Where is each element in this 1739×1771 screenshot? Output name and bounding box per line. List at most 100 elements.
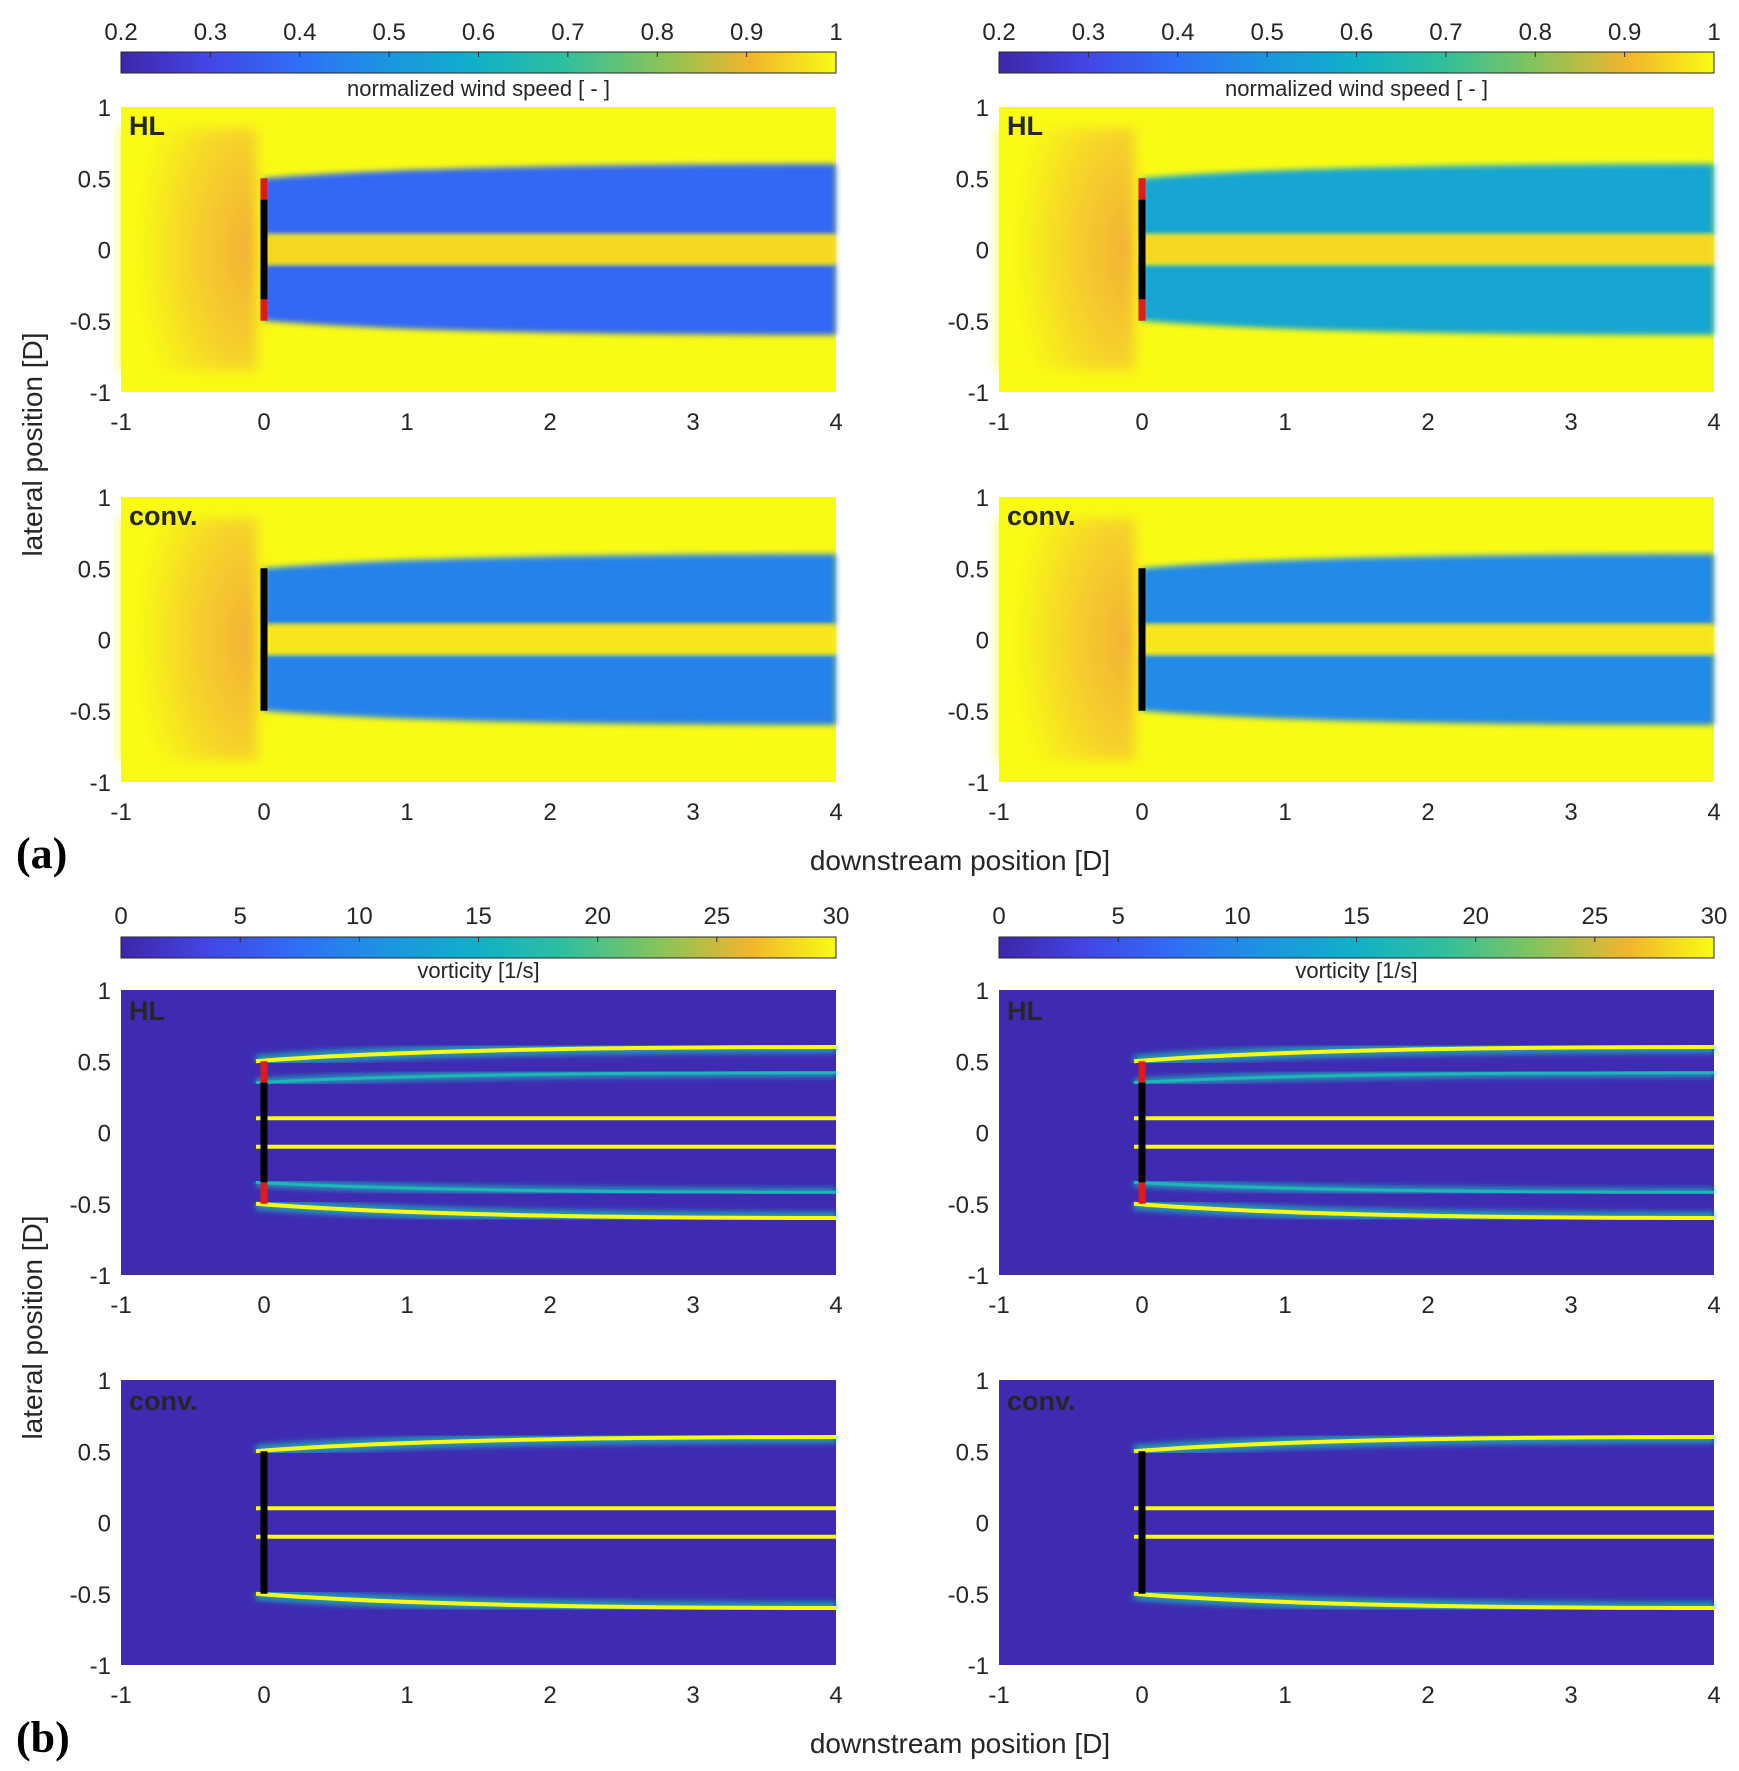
panel-a-bottom-left: conv. (121, 497, 836, 782)
colorbar-b-1-tick-label: 20 (1462, 903, 1489, 930)
panel-b-top-right-ytick-label: -0.5 (948, 1192, 989, 1219)
panel-a-bottom-right-ytick-label: 0.5 (956, 556, 989, 583)
panel-b-bottom-right-ytick-label: 0 (976, 1511, 989, 1538)
panel-b-top-left-axes: -1 0 1 2 3 4 1 0.5 0 -0.5 -1 (70, 978, 843, 1319)
panel-a-bottom-left-tag: conv. (129, 501, 198, 531)
colorbar-a-0-tick-label: 1 (829, 19, 842, 46)
colorbar-b-0: 0 5 10 15 20 25 30 vorticity [1/s] (114, 903, 849, 983)
panel-a-bottom-right-xtick-label: 1 (1278, 799, 1291, 826)
panel-b-top-right-vortex-sheet (1133, 1045, 1715, 1064)
panel-a-top-right-wake-lower (1142, 263, 1714, 335)
panel-b-top-left-xtick-label: 3 (686, 1292, 699, 1319)
panel-a-top-right-axes: -1 0 1 2 3 4 1 0.5 0 -0.5 -1 (948, 95, 1721, 436)
panel-a-top-left-xtick-label: 2 (543, 409, 556, 436)
panel-b-bottom-right-xtick-label: 2 (1421, 1682, 1434, 1709)
panel-b-bottom-right-ytick-label: -1 (968, 1653, 989, 1680)
panel-a-top-right-induction-zone (999, 128, 1135, 371)
panel-b-top-right-xtick-label: 4 (1707, 1292, 1720, 1319)
panel-a-top-left-ytick-label: 1 (98, 95, 111, 122)
panel-a-bottom-right-ytick-label: -1 (968, 770, 989, 797)
colorbar-a-0-tick-label: 0.9 (730, 19, 763, 46)
panel-a-bottom-right-tag: conv. (1007, 501, 1076, 531)
colorbar-b-1-tick-label: 5 (1111, 903, 1124, 930)
panel-b-bottom-left-xtick-label: 3 (686, 1682, 699, 1709)
panel-a-top-left-center-gap (264, 235, 836, 264)
colorbar-a-0-tick-label: 0.6 (462, 19, 495, 46)
panel-a-bottom-left-ytick-label: -1 (90, 770, 111, 797)
panel-a-bottom-right-xtick-label: 4 (1707, 799, 1720, 826)
panel-a-top-left-xtick-label: 3 (686, 409, 699, 436)
panel-a-top-left-ytick-label: -0.5 (70, 309, 111, 336)
panel-b-bottom-right-ytick-label: 1 (976, 1368, 989, 1395)
panel-b-top-left-vortex-sheet (255, 1071, 837, 1085)
panel-a-top-right-xtick-label: 3 (1564, 409, 1577, 436)
panel-a-bottom-left-xtick-label: -1 (110, 799, 131, 826)
panel-b-bottom-right-tag: conv. (1007, 1386, 1076, 1416)
colorbar-b-0-tick-label: 25 (703, 903, 730, 930)
colorbar-a-1-tick-label: 0.2 (982, 19, 1015, 46)
panel-a-top-right-xtick-label: 4 (1707, 409, 1720, 436)
colorbar-a-1-tick-label: 0.3 (1072, 19, 1105, 46)
colorbar-b-1-label: vorticity [1/s] (1295, 958, 1417, 983)
panel-b-bottom-left-xtick-label: 0 (257, 1682, 270, 1709)
ylabel-a: lateral position [D] (17, 332, 48, 556)
panel-a-top-right: HL (999, 107, 1714, 392)
panel-b-bottom-right-xtick-label: 4 (1707, 1682, 1720, 1709)
panel-b-bottom-right-xtick-label: 3 (1564, 1682, 1577, 1709)
panel-b-bottom-left-vortex-sheet (255, 1591, 837, 1610)
panel-a-bottom-right-axes: -1 0 1 2 3 4 1 0.5 0 -0.5 -1 (948, 485, 1721, 826)
panel-b-bottom-left-ytick-label: 1 (98, 1368, 111, 1395)
colorbar-b-0-label: vorticity [1/s] (417, 958, 539, 983)
panel-b-top-left: HL (121, 990, 837, 1275)
panel-a-bottom-left-induction-zone (121, 518, 257, 761)
xlabel-a: downstream position [D] (810, 845, 1110, 876)
panel-b-top-left-tag: HL (129, 996, 165, 1026)
panel-a-bottom-right-wake-upper (1142, 554, 1714, 626)
panel-a-top-right-xtick-label: 2 (1421, 409, 1434, 436)
panel-a-bottom-left-axes: -1 0 1 2 3 4 1 0.5 0 -0.5 -1 (70, 485, 843, 826)
panel-b-bottom-left-ytick-label: 0 (98, 1511, 111, 1538)
colorbar-a-1-tick-label: 0.7 (1429, 19, 1462, 46)
panel-b-bottom-left-ytick-label: 0.5 (78, 1439, 111, 1466)
panel-b-bottom-right-xtick-label: 1 (1278, 1682, 1291, 1709)
panel-b-top-right-vortex-sheet (1133, 1180, 1715, 1194)
panel-a-top-right-xtick-label: -1 (988, 409, 1009, 436)
colorbar-a-1-tick-label: 0.5 (1250, 19, 1283, 46)
panel-a-bottom-right-center-gap (1142, 625, 1714, 654)
panel-b-bottom-left-xtick-label: 2 (543, 1682, 556, 1709)
panel-a-bottom-right-xtick-label: 2 (1421, 799, 1434, 826)
panel-a-bottom-left-xtick-label: 2 (543, 799, 556, 826)
panel-a-top-left-xtick-label: 0 (257, 409, 270, 436)
panel-b-top-right-xtick-label: 3 (1564, 1292, 1577, 1319)
panel-a-top-left-xtick-label: -1 (110, 409, 131, 436)
panel-a-top-left-wake-upper (264, 164, 836, 236)
panel-b-bottom-left-vortex-sheet (255, 1435, 837, 1454)
panel-a-bottom-left-ytick-label: -0.5 (70, 699, 111, 726)
panel-label-b: (b) (16, 1713, 70, 1762)
panel-b-top-left-xtick-label: 4 (829, 1292, 842, 1319)
colorbar-a-0-tick-label: 0.3 (194, 19, 227, 46)
panel-a-top-left-xtick-label: 1 (400, 409, 413, 436)
colorbar-a-0-tick-label: 0.2 (104, 19, 137, 46)
panel-b-top-right-ytick-label: 0.5 (956, 1049, 989, 1076)
panel-b-top-left-vortex-sheet (255, 1201, 837, 1220)
panel-a-bottom-left-xtick-label: 1 (400, 799, 413, 826)
colorbar-a-1-tick-label: 0.6 (1340, 19, 1373, 46)
panel-b-top-right: HL (999, 990, 1715, 1275)
panel-a-top-right-ytick-label: 0 (976, 238, 989, 265)
panel-a-top-left-tag: HL (129, 111, 165, 141)
panel-b-top-right-xtick-label: -1 (988, 1292, 1009, 1319)
colorbar-b-0-tick-label: 10 (346, 903, 373, 930)
panel-b-top-right-xtick-label: 0 (1135, 1292, 1148, 1319)
panel-b-bottom-left-xtick-label: -1 (110, 1682, 131, 1709)
colorbar-b-0-tick-label: 20 (584, 903, 611, 930)
panel-b-bottom-right-ytick-label: 0.5 (956, 1439, 989, 1466)
panel-a-bottom-left-wake-lower (264, 653, 836, 725)
panel-a-bottom-left-xtick-label: 4 (829, 799, 842, 826)
panel-b-bottom-right: conv. (999, 1380, 1715, 1665)
panel-a-top-left-axes: -1 0 1 2 3 4 1 0.5 0 -0.5 -1 (70, 95, 843, 436)
colorbar-b-0-tick-label: 30 (823, 903, 850, 930)
panel-b-bottom-left-tag: conv. (129, 1386, 198, 1416)
panel-a-bottom-right-ytick-label: -0.5 (948, 699, 989, 726)
panel-b-top-right-ytick-label: -1 (968, 1263, 989, 1290)
